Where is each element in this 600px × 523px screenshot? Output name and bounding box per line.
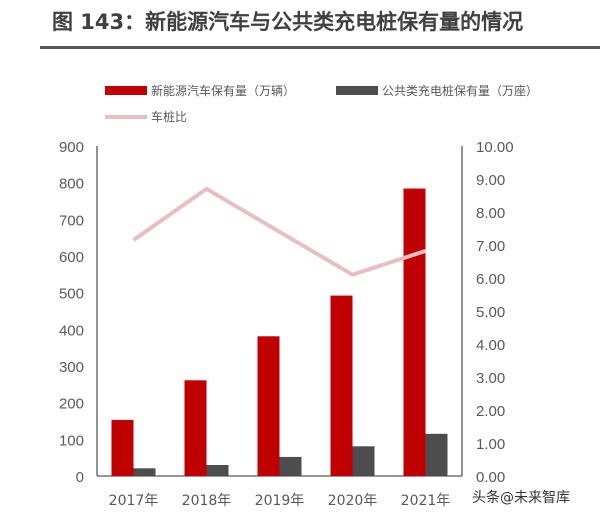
bar-chargers — [279, 456, 302, 476]
legend-swatch-ev — [105, 86, 147, 95]
left-axis-tick-label: 900 — [59, 139, 84, 156]
left-axis-tick-label: 300 — [59, 359, 84, 376]
title-divider — [40, 46, 600, 49]
x-axis-tick-label: 2020年 — [328, 493, 378, 509]
chart-title: 图 143：新能源汽车与公共类充电桩保有量的情况 — [52, 10, 524, 34]
bar-chargers — [133, 468, 156, 476]
right-axis-tick-label: 6.00 — [476, 271, 505, 288]
legend-label-ratio: 车桩比 — [151, 110, 188, 124]
legend-item-ratio: 车桩比 — [105, 108, 187, 125]
legend-swatch-chargers — [336, 86, 378, 95]
x-axis-tick-label: 2017年 — [109, 493, 159, 509]
bar-chargers — [425, 433, 448, 476]
left-axis-tick-label: 500 — [59, 286, 84, 303]
right-axis-tick-label: 1.00 — [476, 436, 505, 453]
bar-ev — [330, 295, 353, 476]
legend-item-chargers: 公共类充电桩保有量（万座） — [336, 82, 538, 99]
bar-chargers — [352, 446, 375, 476]
right-axis-tick-label: 3.00 — [476, 370, 505, 387]
left-axis-tick-label: 200 — [59, 396, 84, 413]
left-axis-tick-label: 800 — [59, 176, 84, 193]
legend-label-ev: 新能源汽车保有量（万辆） — [151, 84, 296, 98]
legend-swatch-ratio — [105, 114, 147, 119]
right-axis-tick-label: 2.00 — [476, 403, 505, 420]
legend-label-chargers: 公共类充电桩保有量（万座） — [382, 84, 539, 98]
right-axis-tick-label: 0.00 — [476, 469, 505, 486]
right-axis-tick-label: 8.00 — [476, 205, 505, 222]
left-axis-tick-label: 100 — [59, 432, 84, 449]
right-axis-tick-label: 7.00 — [476, 238, 505, 255]
bar-ev — [257, 336, 280, 476]
right-axis-tick-label: 10.00 — [476, 139, 514, 156]
bar-ev — [184, 380, 207, 476]
x-axis-tick-label: 2018年 — [182, 493, 232, 509]
right-axis-tick-label: 9.00 — [476, 172, 505, 189]
x-axis-tick-label: 2021年 — [401, 493, 451, 509]
left-axis-tick-label: 400 — [59, 322, 84, 339]
right-axis-tick-label: 5.00 — [476, 304, 505, 321]
left-axis-tick-label: 600 — [59, 249, 84, 266]
bar-ev — [403, 188, 426, 477]
x-axis-tick-label: 2019年 — [255, 493, 305, 509]
left-axis-tick-label: 700 — [59, 212, 84, 229]
legend-item-ev: 新能源汽车保有量（万辆） — [105, 82, 295, 99]
left-axis-tick-label: 0 — [76, 469, 84, 486]
right-axis-tick-label: 4.00 — [476, 337, 505, 354]
bar-chargers — [206, 465, 229, 476]
watermark: 头条@未来智库 — [470, 487, 572, 507]
bar-ev — [111, 419, 134, 476]
